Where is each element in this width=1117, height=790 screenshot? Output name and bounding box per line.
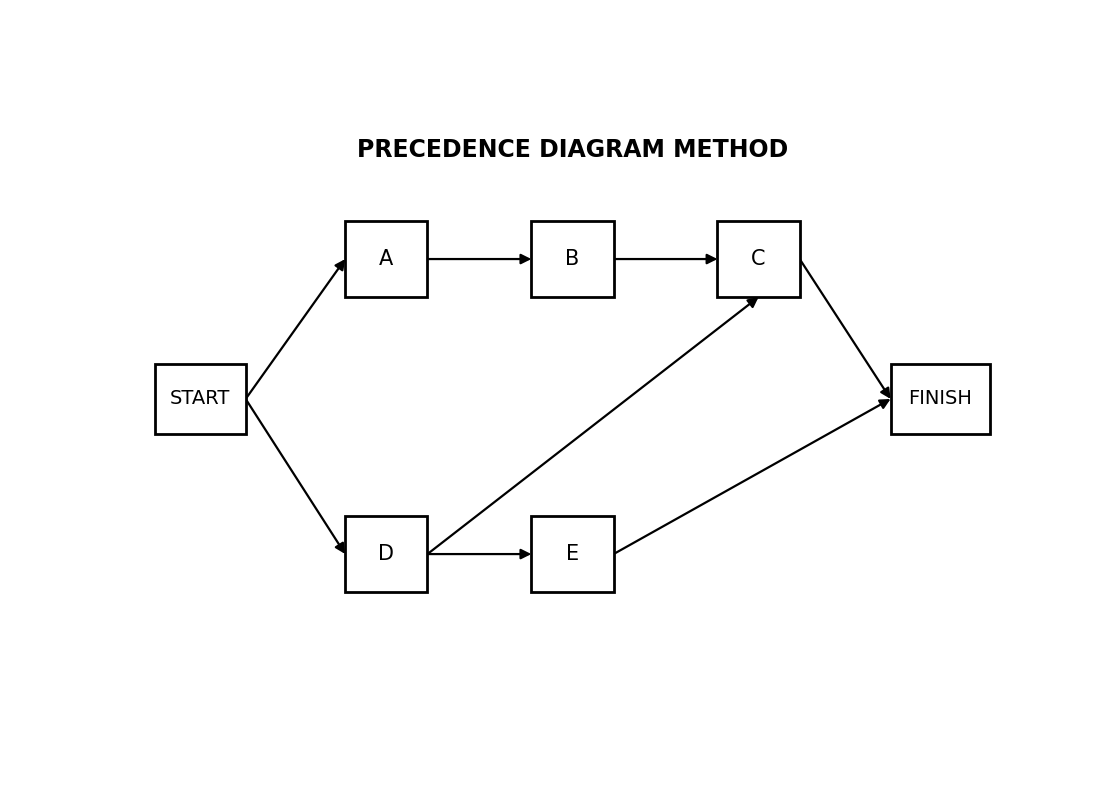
FancyBboxPatch shape [345,221,428,297]
Text: A: A [379,249,393,269]
Text: FINISH: FINISH [908,389,972,408]
Text: START: START [170,389,230,408]
Text: PRECEDENCE DIAGRAM METHOD: PRECEDENCE DIAGRAM METHOD [356,137,789,161]
Text: B: B [565,249,580,269]
FancyBboxPatch shape [345,516,428,592]
FancyBboxPatch shape [155,364,246,434]
FancyBboxPatch shape [532,516,613,592]
Text: D: D [379,544,394,564]
Text: C: C [752,249,766,269]
FancyBboxPatch shape [890,364,990,434]
FancyBboxPatch shape [717,221,800,297]
Text: E: E [566,544,579,564]
FancyBboxPatch shape [532,221,613,297]
